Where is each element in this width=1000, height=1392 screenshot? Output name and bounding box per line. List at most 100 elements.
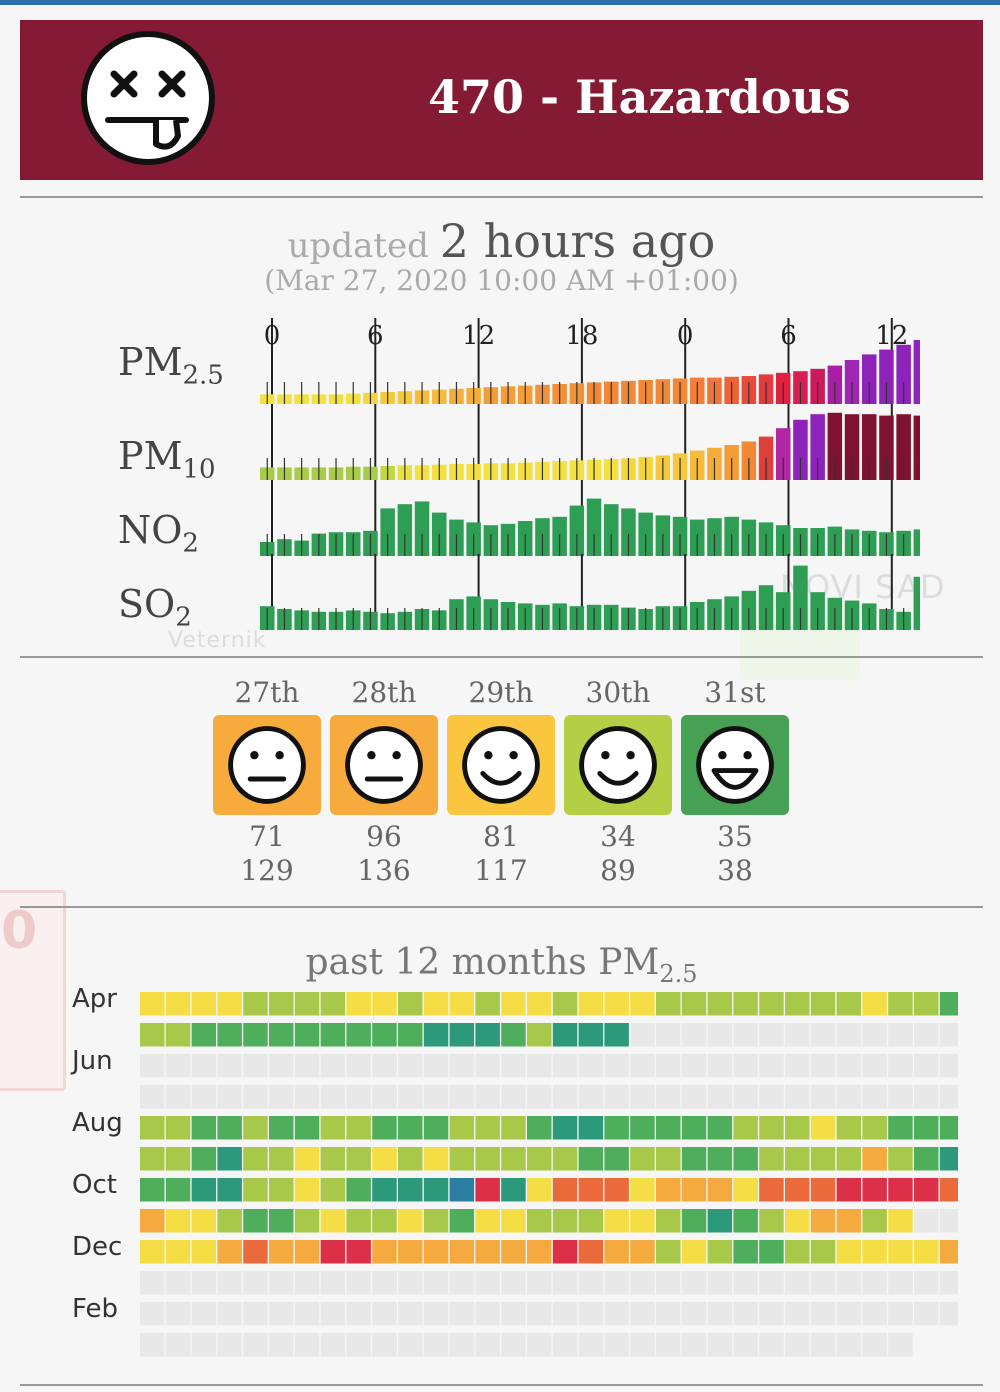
calendar-day-cell[interactable] <box>630 992 655 1016</box>
calendar-day-cell[interactable] <box>862 992 887 1016</box>
calendar-day-cell[interactable] <box>604 1147 629 1171</box>
calendar-day-cell[interactable] <box>191 1023 217 1047</box>
calendar-day-cell[interactable] <box>269 1023 294 1047</box>
calendar-day-cell[interactable] <box>320 1302 346 1326</box>
calendar-day-cell[interactable] <box>398 1240 423 1264</box>
calendar-day-cell[interactable] <box>707 1333 733 1357</box>
calendar-day-cell[interactable] <box>733 1302 758 1326</box>
calendar-day-cell[interactable] <box>862 1209 887 1233</box>
forecast-day-badge[interactable] <box>681 715 789 815</box>
calendar-day-cell[interactable] <box>217 1302 242 1326</box>
calendar-day-cell[interactable] <box>707 1302 733 1326</box>
calendar-day-cell[interactable] <box>707 1085 733 1109</box>
calendar-day-cell[interactable] <box>320 1054 346 1078</box>
calendar-day-cell[interactable] <box>681 1209 707 1233</box>
calendar-day-cell[interactable] <box>475 1271 500 1295</box>
calendar-day-cell[interactable] <box>527 1271 552 1295</box>
calendar-day-cell[interactable] <box>785 1240 810 1264</box>
calendar-day-cell[interactable] <box>243 1240 268 1264</box>
calendar-day-cell[interactable] <box>449 1333 475 1357</box>
calendar-day-cell[interactable] <box>269 1147 294 1171</box>
calendar-day-cell[interactable] <box>372 1178 397 1202</box>
calendar-day-cell[interactable] <box>759 1085 784 1109</box>
forecast-day-badge[interactable] <box>447 715 555 815</box>
calendar-day-cell[interactable] <box>785 1023 810 1047</box>
calendar-day-cell[interactable] <box>217 1116 242 1140</box>
calendar-day-cell[interactable] <box>269 1178 294 1202</box>
calendar-day-cell[interactable] <box>269 1333 294 1357</box>
calendar-day-cell[interactable] <box>939 1147 958 1171</box>
calendar-day-cell[interactable] <box>217 1178 242 1202</box>
calendar-day-cell[interactable] <box>578 1147 604 1171</box>
calendar-day-cell[interactable] <box>423 1085 449 1109</box>
forecast-day-badge[interactable] <box>564 715 672 815</box>
calendar-day-cell[interactable] <box>862 1054 887 1078</box>
calendar-day-cell[interactable] <box>552 1302 578 1326</box>
calendar-day-cell[interactable] <box>449 1209 475 1233</box>
calendar-day-cell[interactable] <box>243 1023 268 1047</box>
calendar-day-cell[interactable] <box>501 1147 526 1171</box>
calendar-day-cell[interactable] <box>836 1209 862 1233</box>
calendar-day-cell[interactable] <box>604 1023 629 1047</box>
hourly-history-chart[interactable]: 0 6 12 18 0 6 12 <box>220 308 920 658</box>
calendar-day-cell[interactable] <box>165 1240 191 1264</box>
calendar-day-cell[interactable] <box>888 1302 913 1326</box>
calendar-day-cell[interactable] <box>552 1085 578 1109</box>
calendar-day-cell[interactable] <box>552 1178 578 1202</box>
calendar-day-cell[interactable] <box>475 1209 500 1233</box>
calendar-day-cell[interactable] <box>501 1054 526 1078</box>
calendar-day-cell[interactable] <box>733 992 758 1016</box>
calendar-day-cell[interactable] <box>217 1147 242 1171</box>
calendar-day-cell[interactable] <box>552 1333 578 1357</box>
calendar-day-cell[interactable] <box>733 1178 758 1202</box>
calendar-day-cell[interactable] <box>810 992 836 1016</box>
calendar-day-cell[interactable] <box>939 1271 958 1295</box>
calendar-day-cell[interactable] <box>939 1054 958 1078</box>
calendar-day-cell[interactable] <box>836 1240 862 1264</box>
calendar-day-cell[interactable] <box>656 1023 681 1047</box>
calendar-day-cell[interactable] <box>140 1240 165 1264</box>
calendar-day-cell[interactable] <box>552 1116 578 1140</box>
calendar-day-cell[interactable] <box>501 1209 526 1233</box>
calendar-day-cell[interactable] <box>888 1054 913 1078</box>
calendar-day-cell[interactable] <box>785 1302 810 1326</box>
calendar-day-cell[interactable] <box>656 1178 681 1202</box>
calendar-day-cell[interactable] <box>810 1209 836 1233</box>
calendar-day-cell[interactable] <box>346 992 371 1016</box>
calendar-day-cell[interactable] <box>888 992 913 1016</box>
calendar-day-cell[interactable] <box>733 1271 758 1295</box>
calendar-day-cell[interactable] <box>294 1147 320 1171</box>
calendar-day-cell[interactable] <box>914 1178 939 1202</box>
calendar-day-cell[interactable] <box>191 1085 217 1109</box>
calendar-day-cell[interactable] <box>501 992 526 1016</box>
calendar-day-cell[interactable] <box>862 1302 887 1326</box>
calendar-day-cell[interactable] <box>578 1240 604 1264</box>
calendar-day-cell[interactable] <box>914 1147 939 1171</box>
calendar-day-cell[interactable] <box>449 1271 475 1295</box>
calendar-day-cell[interactable] <box>733 1085 758 1109</box>
calendar-day-cell[interactable] <box>346 1271 371 1295</box>
calendar-day-cell[interactable] <box>785 992 810 1016</box>
calendar-day-cell[interactable] <box>527 992 552 1016</box>
calendar-day-cell[interactable] <box>140 1178 165 1202</box>
calendar-day-cell[interactable] <box>320 1023 346 1047</box>
calendar-day-cell[interactable] <box>656 1147 681 1171</box>
calendar-day-cell[interactable] <box>320 1085 346 1109</box>
calendar-day-cell[interactable] <box>320 1209 346 1233</box>
calendar-day-cell[interactable] <box>630 1302 655 1326</box>
calendar-day-cell[interactable] <box>681 1333 707 1357</box>
calendar-day-cell[interactable] <box>140 1023 165 1047</box>
calendar-day-cell[interactable] <box>294 1209 320 1233</box>
calendar-day-cell[interactable] <box>191 1333 217 1357</box>
calendar-day-cell[interactable] <box>165 1302 191 1326</box>
calendar-day-cell[interactable] <box>527 1023 552 1047</box>
calendar-day-cell[interactable] <box>398 992 423 1016</box>
yearly-calendar-heatmap[interactable] <box>138 990 958 1370</box>
calendar-day-cell[interactable] <box>269 1116 294 1140</box>
map-station-badge[interactable]: 0 <box>0 890 66 1091</box>
calendar-day-cell[interactable] <box>810 1085 836 1109</box>
calendar-day-cell[interactable] <box>449 1085 475 1109</box>
calendar-day-cell[interactable] <box>165 992 191 1016</box>
calendar-day-cell[interactable] <box>888 1085 913 1109</box>
calendar-day-cell[interactable] <box>269 1271 294 1295</box>
